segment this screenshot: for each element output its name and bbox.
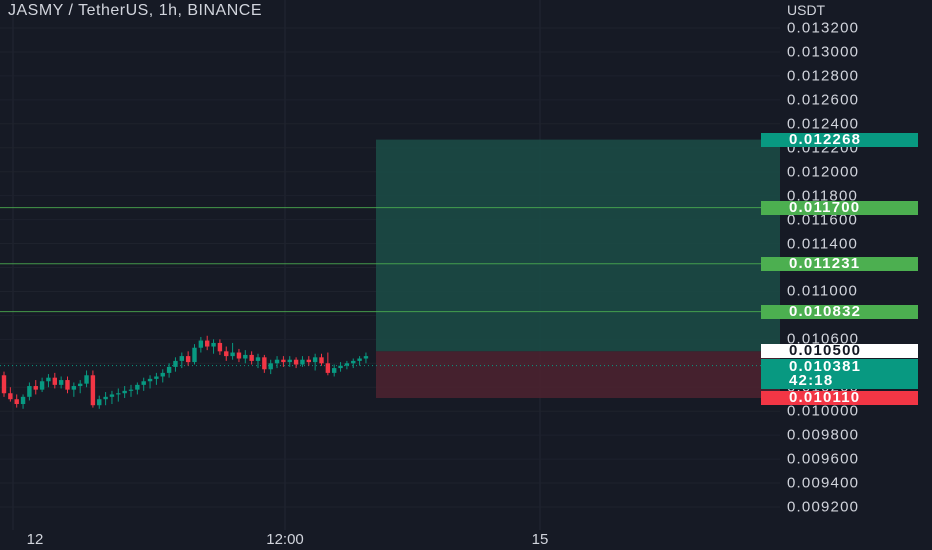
- candle: [306, 359, 311, 363]
- candle: [338, 365, 343, 369]
- candle: [262, 357, 267, 370]
- x-tick-label: 12:00: [266, 531, 304, 548]
- y-tick-label: 0.010600: [787, 330, 860, 348]
- candle: [160, 372, 165, 377]
- y-tick-label: 0.013200: [787, 19, 860, 37]
- candle: [224, 351, 229, 357]
- candle: [217, 342, 223, 352]
- candle: [58, 380, 64, 385]
- candle: [65, 380, 70, 390]
- candle: [97, 399, 102, 406]
- y-tick-label: 0.013000: [787, 43, 860, 61]
- horizontal-levels[interactable]: [0, 207, 780, 367]
- candle: [103, 396, 108, 400]
- x-tick-label: 12: [26, 531, 44, 548]
- target-price-badge[interactable]: 0.012268: [761, 132, 918, 147]
- candle: [90, 375, 96, 406]
- candle: [205, 340, 210, 347]
- x-tick-label: 15: [531, 531, 549, 548]
- level-price-badge[interactable]: 0.011231: [761, 256, 918, 271]
- candle: [14, 399, 19, 405]
- candle: [1, 375, 7, 394]
- y-tick-label: 0.010000: [787, 402, 860, 420]
- bar-countdown: 42:18: [789, 371, 834, 389]
- candle: [325, 363, 331, 373]
- price-axis[interactable]: [780, 0, 932, 550]
- candle: [109, 394, 115, 397]
- candle: [135, 384, 140, 390]
- candle: [243, 354, 248, 359]
- position-zones: [376, 139, 780, 399]
- y-tick-label: 0.009200: [787, 498, 860, 516]
- candle: [173, 360, 178, 367]
- candle: [116, 393, 121, 395]
- candle: [154, 376, 159, 379]
- candle: [357, 358, 362, 361]
- candle: [27, 386, 32, 397]
- candle: [33, 386, 38, 390]
- candle: [198, 340, 204, 348]
- candle: [293, 359, 299, 365]
- price-axis-background: [780, 0, 932, 550]
- candle: [185, 356, 191, 363]
- stop-zone: [376, 351, 780, 399]
- candle: [147, 378, 153, 382]
- y-tick-label: 0.011600: [787, 211, 859, 229]
- candle: [141, 381, 146, 385]
- candle: [344, 363, 350, 366]
- candle: [268, 363, 273, 370]
- y-tick-label: 0.009400: [787, 474, 860, 492]
- price-axis-unit: USDT: [787, 2, 826, 18]
- candle: [274, 359, 280, 364]
- candle: [312, 357, 318, 363]
- target-zone: [376, 139, 780, 352]
- candle: [20, 396, 26, 405]
- y-tick-label: 0.009600: [787, 450, 860, 468]
- candle: [319, 357, 324, 364]
- y-tick-label: 0.011400: [787, 235, 859, 253]
- current-price-badge[interactable]: 0.010381 42:18: [761, 357, 918, 389]
- candle: [166, 366, 172, 373]
- y-tick-label: 0.011000: [787, 282, 859, 300]
- candle: [332, 368, 337, 373]
- candle: [46, 377, 51, 382]
- candlestick-series: [1, 335, 369, 409]
- candle: [78, 383, 83, 387]
- y-tick-label: 0.011800: [787, 187, 859, 205]
- level-price-badge[interactable]: 0.010832: [761, 304, 918, 319]
- candle: [179, 356, 184, 361]
- entry-price-badge[interactable]: 0.010500: [761, 343, 918, 359]
- y-tick-label: 0.012800: [787, 67, 860, 85]
- level-price-badge[interactable]: 0.011700: [761, 200, 918, 215]
- candle: [39, 381, 45, 390]
- candle: [230, 352, 235, 357]
- y-tick-label: 0.012000: [787, 163, 860, 181]
- candle: [122, 390, 127, 394]
- stop-price-badge[interactable]: 0.010110: [761, 390, 918, 406]
- candle: [128, 389, 134, 391]
- chart-title: JASMY / TetherUS, 1h, BINANCE: [8, 2, 262, 19]
- candle: [52, 377, 57, 385]
- candle: [255, 357, 261, 361]
- candle: [300, 359, 305, 365]
- candle: [351, 360, 356, 364]
- candle: [211, 342, 216, 347]
- current-price-value: 0.010381: [789, 357, 862, 375]
- y-tick-label: 0.012400: [787, 115, 860, 133]
- candle: [8, 393, 13, 400]
- candle: [192, 347, 197, 363]
- candle: [236, 352, 242, 359]
- candle: [281, 359, 286, 363]
- candle: [71, 386, 77, 390]
- candle: [249, 354, 254, 361]
- y-tick-label: 0.012600: [787, 91, 860, 109]
- y-tick-label: 0.009800: [787, 426, 860, 444]
- candle: [363, 356, 369, 359]
- candle: [287, 359, 292, 363]
- candle: [84, 375, 89, 384]
